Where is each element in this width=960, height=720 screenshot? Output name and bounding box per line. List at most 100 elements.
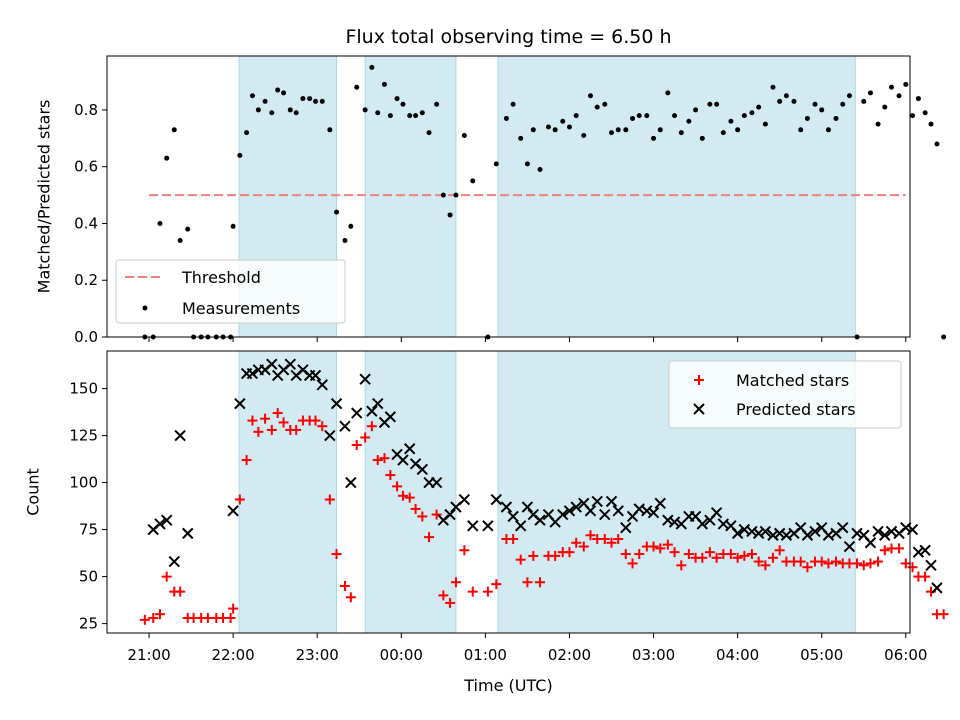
matched-star-point	[161, 571, 172, 582]
predicted-star-point	[174, 429, 186, 442]
measurement-point	[636, 113, 642, 119]
predicted-star-point	[514, 520, 527, 532]
time-x-tick-label: 04:00	[716, 646, 759, 664]
predicted-star-point	[490, 493, 503, 506]
matched-star-point	[424, 532, 435, 543]
predicted-star-point	[316, 379, 328, 391]
measurement-point	[334, 209, 340, 215]
count-panel-frame	[106, 350, 911, 634]
predicted-star-point	[801, 529, 814, 541]
count-y-tick-label: 75	[79, 521, 98, 539]
predicted-star-point	[612, 505, 624, 517]
measurement-point	[941, 334, 947, 340]
observing-interval-2	[364, 55, 457, 338]
measurement-point	[400, 101, 406, 107]
measurements-legend-swatch	[142, 305, 148, 311]
measurement-point	[861, 98, 867, 104]
measurement-point	[545, 124, 551, 130]
matched-star-point	[873, 556, 884, 567]
predicted-star-point	[563, 505, 576, 517]
matched-star-point	[379, 453, 390, 464]
measurement-point	[749, 110, 755, 116]
predicted-star-point	[384, 411, 397, 423]
predicted-star-point	[458, 493, 471, 506]
matched-star-point	[535, 577, 546, 588]
count-legend: Matched stars Predicted stars	[668, 360, 902, 429]
measurement-point	[573, 113, 579, 119]
measurement-point	[791, 98, 797, 104]
measurements-series	[142, 64, 947, 340]
predicted-star-point	[931, 582, 943, 594]
matched-star-point	[241, 455, 252, 466]
matched-star-point	[704, 547, 715, 558]
measurement-point	[244, 130, 250, 136]
predicted-star-point	[773, 527, 786, 540]
measurement-point	[798, 127, 804, 133]
matched-star-point	[450, 577, 461, 588]
measurement-point	[157, 220, 163, 226]
matched-star-point	[774, 545, 785, 556]
measurement-point	[269, 110, 275, 116]
predicted-star-point	[591, 495, 603, 508]
predicted-star-point	[767, 529, 779, 541]
predicted-star-point	[500, 501, 513, 513]
measurement-point	[369, 64, 375, 70]
ratio-legend: Threshold Measurements	[115, 259, 346, 324]
threshold-legend-label: Threshold	[181, 268, 261, 287]
measurement-point	[407, 113, 413, 119]
matched-star-point	[225, 612, 236, 623]
matched-star-point	[634, 549, 645, 560]
matched-star-point	[317, 421, 328, 432]
matched-star-point	[920, 571, 931, 582]
observing-interval-1	[238, 350, 338, 634]
measurement-point	[177, 237, 183, 243]
matched-star-point	[585, 530, 596, 541]
predicted-star-point	[234, 397, 246, 410]
ratio-x-ticks	[148, 337, 907, 342]
measurement-point	[426, 130, 432, 136]
measurement-point	[518, 135, 524, 141]
matched-star-point	[816, 556, 827, 567]
predicted-star-point	[570, 501, 582, 513]
measurement-point	[720, 130, 726, 136]
matched-star-point	[711, 552, 722, 563]
chart-title: Flux total observing time = 6.50 h	[345, 26, 671, 48]
predicted-star-point	[641, 505, 653, 517]
predicted-star-point	[182, 527, 194, 540]
matched-star-point	[606, 537, 617, 548]
measurement-point	[825, 127, 831, 133]
measurement-point	[623, 127, 629, 133]
measurement-point	[413, 113, 419, 119]
time-x-tick-label: 05:00	[800, 646, 843, 664]
measurement-point	[630, 115, 636, 121]
measurement-point	[362, 107, 368, 113]
predicted-star-point	[482, 520, 494, 532]
measurement-point	[735, 127, 741, 133]
predicted-star-point	[430, 476, 443, 489]
predicted-star-point	[879, 529, 891, 541]
predicted-star-point	[227, 505, 239, 517]
measurement-point	[164, 155, 170, 161]
matched-star-point	[410, 503, 421, 514]
matched-star-point	[938, 609, 949, 620]
measurement-point	[882, 104, 888, 110]
matched-star-point	[482, 586, 493, 597]
predicted-star-point	[584, 505, 597, 517]
measurement-point	[293, 110, 299, 116]
predicted-star-point	[668, 516, 681, 528]
matched-star-point	[767, 552, 778, 563]
measurement-point	[171, 127, 177, 133]
measurement-point	[510, 101, 516, 107]
matched-star-point	[528, 550, 539, 561]
matched-star-point	[202, 612, 213, 623]
predicted-star-point	[696, 518, 709, 530]
matched-star-point	[760, 560, 771, 571]
measurement-point	[756, 104, 762, 110]
predicted-star-point	[339, 420, 351, 432]
matched-star-point	[669, 547, 680, 558]
measurement-point	[387, 113, 393, 119]
matched-star-point	[697, 552, 708, 563]
predicted-star-point	[359, 373, 371, 385]
measurement-point	[381, 81, 387, 87]
predicted-star-point	[662, 514, 674, 526]
